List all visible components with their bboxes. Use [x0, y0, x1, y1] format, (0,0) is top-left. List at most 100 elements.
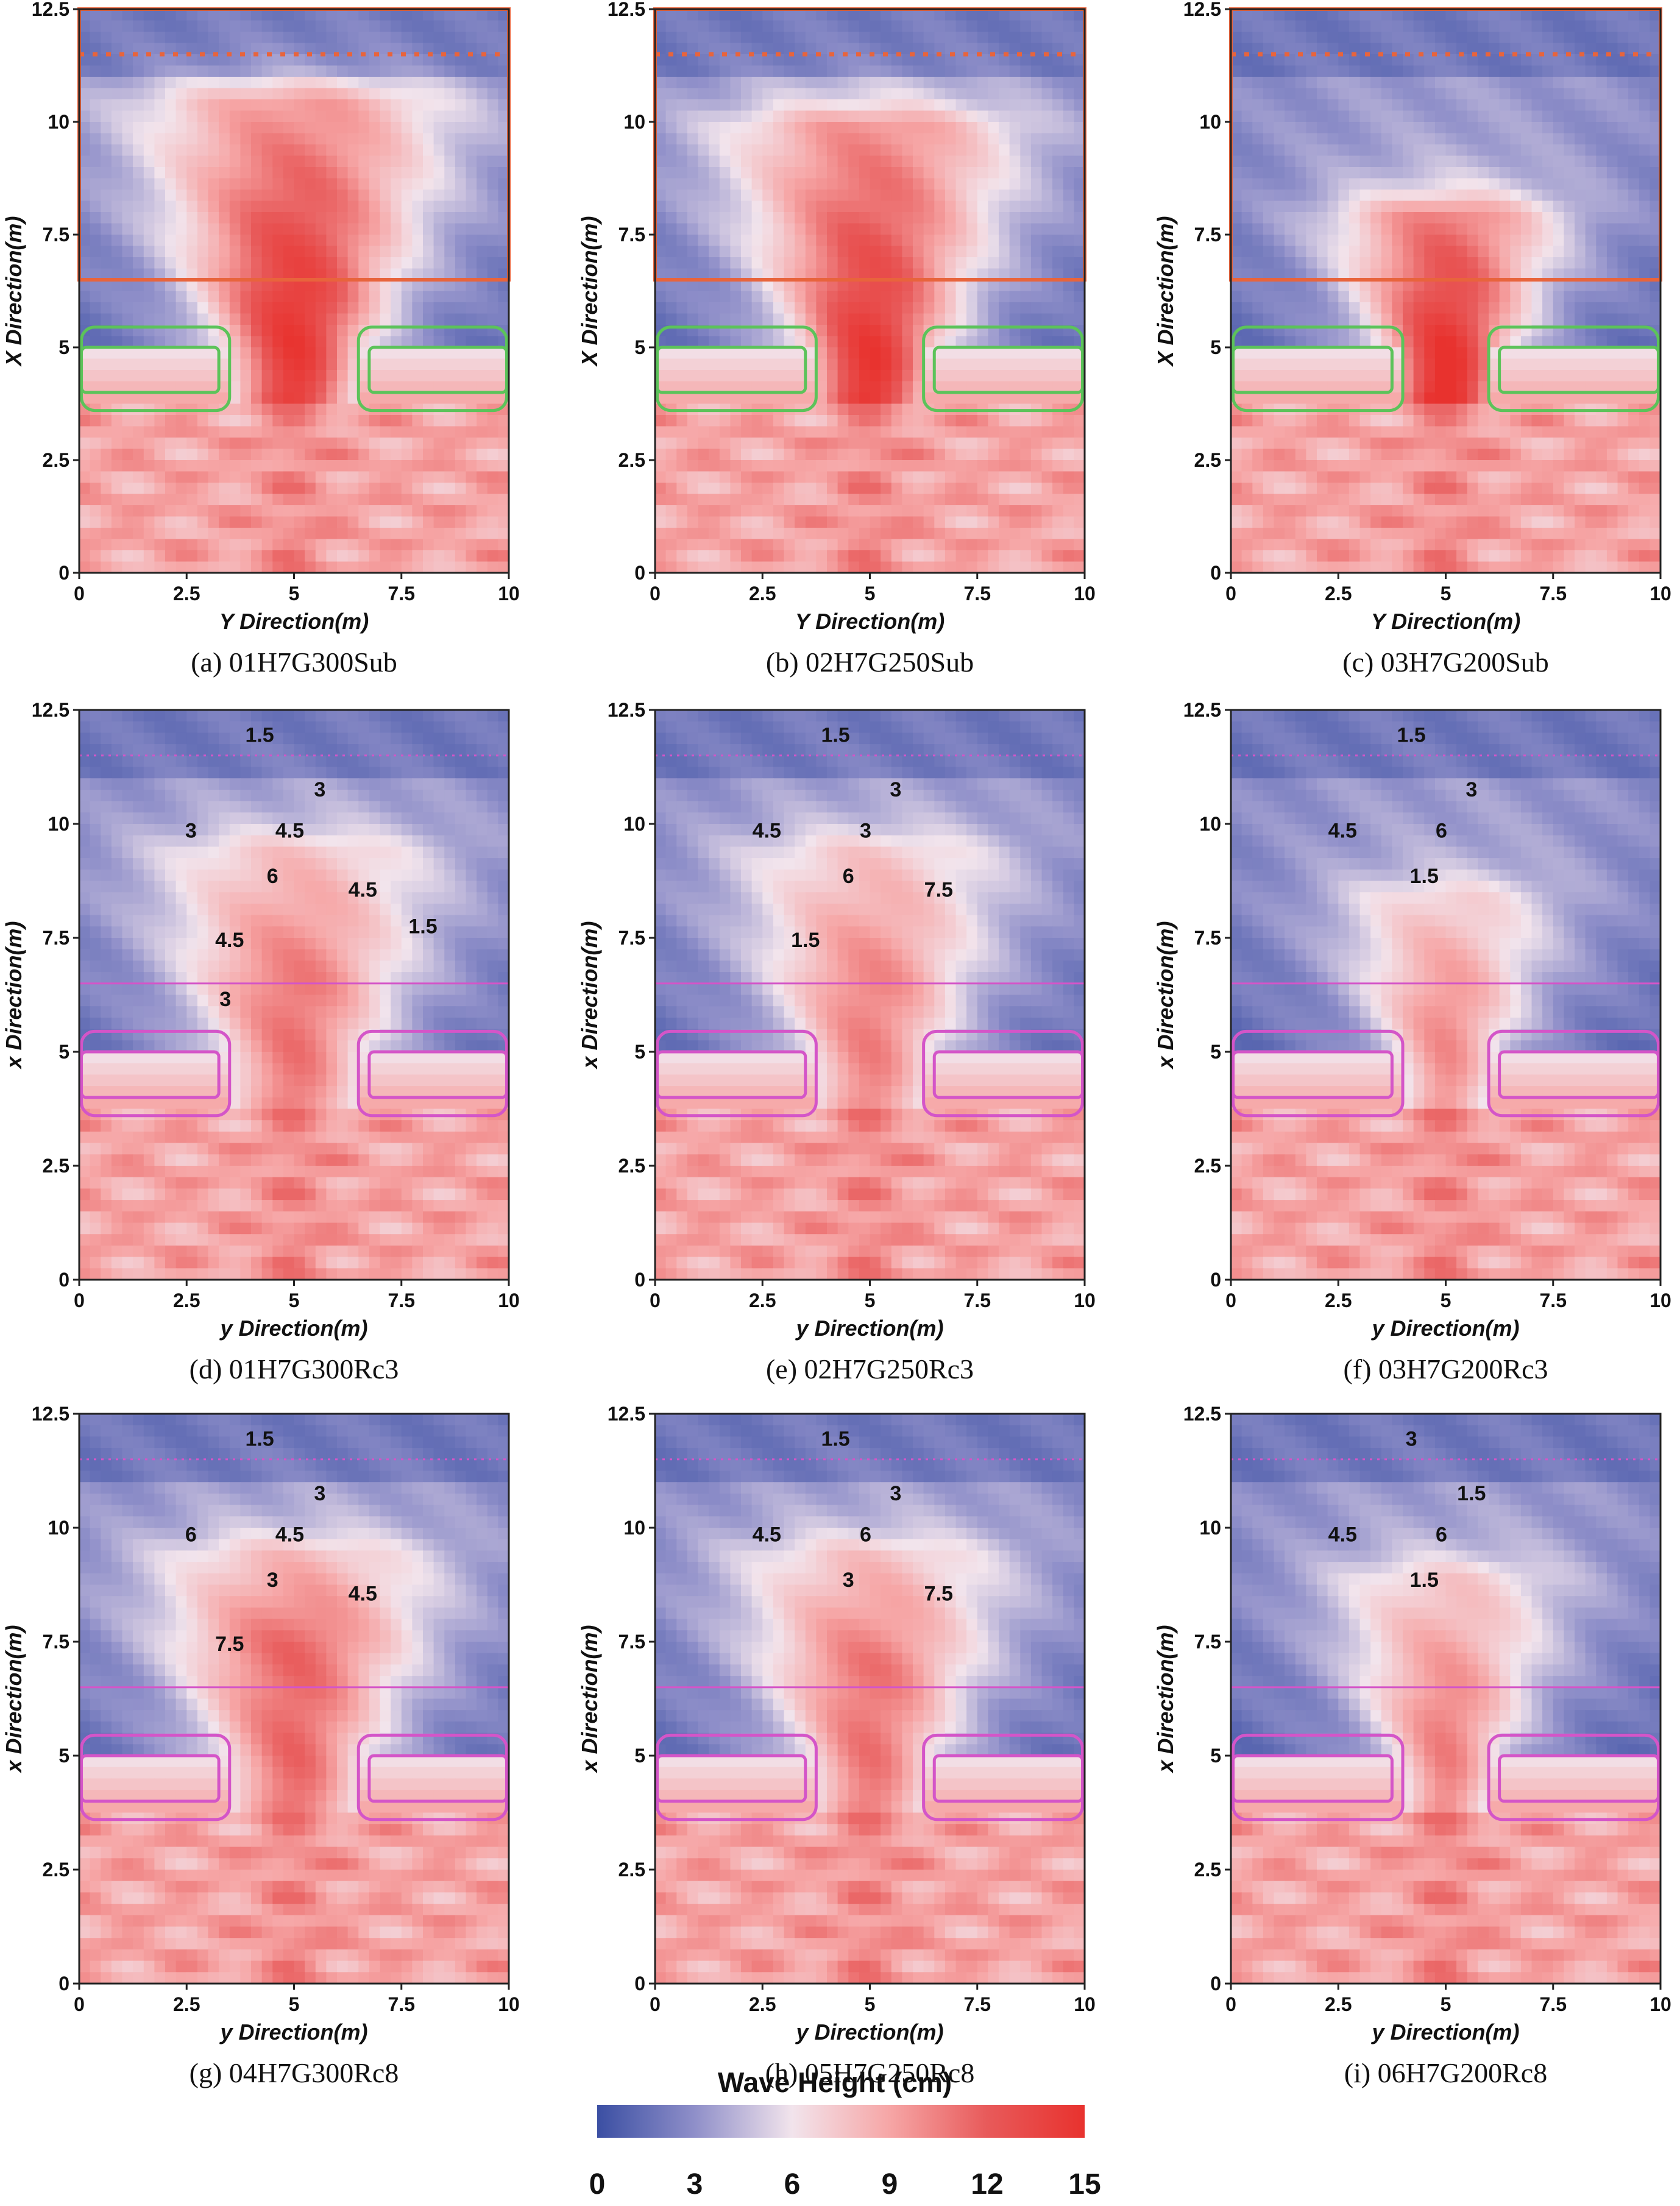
heatmap-cell — [859, 77, 871, 89]
heatmap-cell — [401, 65, 413, 77]
heatmap-cell — [848, 200, 860, 213]
heatmap-cell — [1381, 155, 1393, 168]
heatmap-cell — [762, 54, 774, 66]
heatmap-cell — [90, 539, 101, 551]
heatmap-cell — [816, 99, 828, 112]
heatmap-cell — [122, 235, 133, 247]
heatmap-cell — [1510, 122, 1522, 134]
heatmap-cell — [90, 471, 101, 483]
heatmap-cell — [1052, 235, 1064, 247]
heatmap-cell — [412, 167, 424, 179]
heatmap-cell — [487, 291, 499, 303]
heatmap-cell — [1489, 77, 1500, 89]
heatmap-cell — [1456, 133, 1468, 145]
heatmap-cell — [784, 155, 795, 168]
heatmap-cell — [347, 235, 359, 247]
heatmap-cell — [741, 561, 753, 573]
heatmap-cell — [294, 336, 305, 348]
heatmap-cell — [923, 516, 935, 528]
heatmap-cell — [795, 460, 806, 472]
heatmap-cell — [773, 88, 785, 100]
heatmap-cell — [477, 280, 488, 292]
heatmap-cell — [433, 561, 445, 573]
heatmap-cell — [1030, 20, 1043, 32]
heatmap-cell — [816, 246, 828, 258]
heatmap-cell — [315, 291, 327, 303]
heatmap-cell — [945, 122, 957, 134]
heatmap-cell — [240, 235, 252, 247]
heatmap-cell — [1041, 155, 1053, 168]
heatmap-cell — [369, 516, 381, 528]
heatmap-cell — [676, 494, 688, 506]
heatmap-cell — [1020, 561, 1032, 573]
heatmap-cell — [380, 415, 391, 427]
heatmap-cell — [251, 99, 263, 112]
heatmap-cell — [154, 235, 166, 247]
heatmap-cell — [1041, 313, 1053, 325]
heatmap-cell — [1499, 246, 1511, 258]
heatmap-cell — [219, 65, 230, 77]
heatmap-cell — [955, 336, 967, 348]
heatmap-cell — [261, 133, 273, 145]
heatmap-cell — [988, 43, 999, 55]
heatmap-cell — [423, 99, 434, 112]
heatmap-cell — [90, 99, 101, 112]
heatmap-cell — [122, 88, 133, 100]
heatmap-cell — [913, 403, 924, 416]
heatmap-cell — [1063, 268, 1075, 280]
heatmap-cell — [977, 494, 989, 506]
heatmap-cell — [347, 77, 359, 89]
heatmap-cell — [347, 246, 359, 258]
heatmap-cell — [1424, 65, 1436, 77]
heatmap-cell — [665, 235, 677, 247]
heatmap-cell — [1531, 88, 1543, 100]
heatmap-cell — [837, 550, 849, 562]
heatmap-cell — [122, 144, 133, 157]
heatmap-cell — [687, 415, 699, 427]
heatmap-cell — [133, 539, 144, 551]
heatmap-cell — [1478, 110, 1489, 122]
heatmap-cell — [773, 200, 785, 213]
heatmap-cell — [1575, 190, 1586, 202]
heatmap-cell — [1531, 246, 1543, 258]
heatmap-cell — [773, 392, 785, 405]
heatmap-cell — [1403, 190, 1414, 202]
heatmap-cell — [1628, 178, 1640, 190]
heatmap-cell — [101, 415, 112, 427]
heatmap-cell — [1467, 155, 1479, 168]
heatmap-cell — [741, 133, 753, 145]
heatmap-cell — [1456, 32, 1468, 44]
heatmap-cell — [741, 516, 753, 528]
heatmap-cell — [229, 32, 241, 44]
x-axis-label: Y Direction(m) — [219, 609, 369, 634]
heatmap-cell — [1241, 223, 1253, 235]
heatmap-cell — [730, 438, 742, 450]
heatmap-cell — [805, 494, 817, 506]
heatmap-cell — [891, 257, 903, 269]
heatmap-cell — [999, 358, 1010, 371]
heatmap-cell — [1063, 358, 1075, 371]
heatmap-cell — [1596, 88, 1607, 100]
heatmap-cell — [730, 460, 742, 472]
heatmap-cell — [655, 550, 667, 562]
heatmap-cell — [881, 99, 892, 112]
heatmap-cell — [326, 20, 338, 32]
heatmap-cell — [795, 539, 806, 551]
heatmap-cell — [881, 65, 892, 77]
heatmap-cell — [337, 561, 349, 573]
heatmap-cell — [709, 223, 720, 235]
heatmap-cell — [380, 133, 391, 145]
heatmap-cell — [665, 167, 677, 179]
heatmap-cell — [784, 122, 795, 134]
heatmap-cell — [208, 280, 219, 292]
heatmap-cell — [358, 32, 370, 44]
heatmap-cell — [358, 268, 370, 280]
heatmap-cell — [1074, 178, 1085, 190]
heatmap-cell — [1370, 235, 1382, 247]
heatmap-cell — [369, 190, 381, 202]
heatmap-cell — [1381, 246, 1393, 258]
heatmap-cell — [208, 43, 219, 55]
heatmap-cell — [1478, 200, 1489, 213]
heatmap-cell — [455, 99, 467, 112]
heatmap-cell — [988, 77, 999, 89]
